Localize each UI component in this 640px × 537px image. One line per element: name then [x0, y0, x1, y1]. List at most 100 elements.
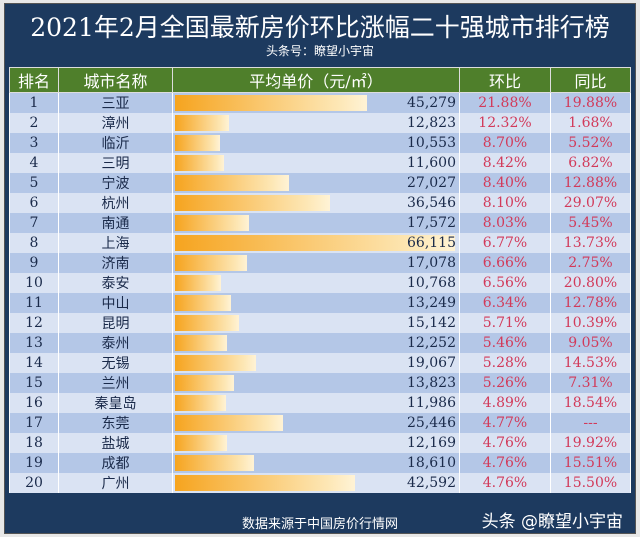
city-cell: 昆明 — [58, 313, 173, 333]
table-row: 8 上海 66,115 6.77% 13.73% — [9, 233, 631, 253]
price-bar — [175, 375, 234, 391]
rank-cell: 6 — [9, 193, 59, 213]
price-value: 13,249 — [407, 295, 456, 311]
rank-cell: 2 — [9, 113, 59, 133]
yoy-cell: 14.53% — [550, 353, 631, 373]
subtitle: 头条号：瞭望小宇宙 — [265, 44, 374, 58]
price-value: 25,446 — [407, 415, 456, 431]
price-value: 12,252 — [407, 335, 456, 351]
rank-cell: 9 — [9, 253, 59, 273]
yoy-cell: 19.88% — [550, 92, 631, 113]
table-row: 11 中山 13,249 6.34% 12.78% — [9, 293, 631, 313]
city-cell: 广州 — [58, 473, 173, 493]
frame: 2021年2月全国最新房价环比涨幅二十强城市排行榜 头条号：瞭望小宇宙 排名 城… — [4, 3, 636, 534]
mom-cell: 4.77% — [459, 413, 551, 433]
mom-cell: 5.28% — [459, 353, 551, 373]
price-bar — [175, 255, 248, 271]
city-cell: 临沂 — [58, 133, 173, 153]
yoy-cell: 20.80% — [550, 273, 631, 293]
price-cell: 17,572 — [172, 213, 460, 233]
price-cell: 10,553 — [172, 133, 460, 153]
price-bar — [175, 235, 455, 251]
price-bar — [175, 395, 226, 411]
mom-cell: 4.89% — [459, 393, 551, 413]
rank-cell: 17 — [9, 413, 59, 433]
price-value: 10,553 — [407, 135, 456, 151]
city-cell: 秦皇岛 — [58, 393, 173, 413]
mom-cell: 8.10% — [459, 193, 551, 213]
city-cell: 中山 — [58, 293, 173, 313]
table-row: 20 广州 42,592 4.76% 15.50% — [9, 473, 631, 493]
price-bar — [175, 295, 232, 311]
mom-cell: 8.42% — [459, 153, 551, 173]
price-bar — [175, 275, 221, 291]
table-row: 1 三亚 45,279 21.88% 19.88% — [9, 92, 631, 113]
yoy-cell: 12.88% — [550, 173, 631, 193]
yoy-cell: 9.05% — [550, 333, 631, 353]
price-value: 11,600 — [407, 155, 456, 171]
rank-cell: 15 — [9, 373, 59, 393]
price-cell: 17,078 — [172, 253, 460, 273]
yoy-cell: 19.92% — [550, 433, 631, 453]
city-cell: 成都 — [58, 453, 173, 473]
rank-cell: 4 — [9, 153, 59, 173]
yoy-cell: 1.68% — [550, 113, 631, 133]
header-mom: 环比 — [459, 67, 551, 93]
header-row: 排名 城市名称 平均单价（元/㎡） 环比 同比 — [9, 67, 631, 93]
mom-cell: 5.71% — [459, 313, 551, 333]
price-bar — [175, 475, 356, 491]
city-cell: 东莞 — [58, 413, 173, 433]
yoy-cell: 29.07% — [550, 193, 631, 213]
table-row: 9 济南 17,078 6.66% 2.75% — [9, 253, 631, 273]
footer: 数据来源于中国房价行情网 头条 @瞭望小宇宙 — [5, 507, 635, 533]
rank-cell: 7 — [9, 213, 59, 233]
header-yoy: 同比 — [550, 67, 631, 93]
price-cell: 13,823 — [172, 373, 460, 393]
header-rank: 排名 — [9, 67, 59, 93]
city-cell: 宁波 — [58, 173, 173, 193]
mom-cell: 5.46% — [459, 333, 551, 353]
table-row: 10 泰安 10,768 6.56% 20.80% — [9, 273, 631, 293]
yoy-cell: 10.39% — [550, 313, 631, 333]
table-row: 3 临沂 10,553 8.70% 5.52% — [9, 133, 631, 153]
rank-cell: 10 — [9, 273, 59, 293]
price-cell: 11,986 — [172, 393, 460, 413]
yoy-cell: 5.52% — [550, 133, 631, 153]
price-bar — [175, 355, 256, 371]
yoy-cell: 18.54% — [550, 393, 631, 413]
price-value: 42,592 — [407, 475, 456, 491]
yoy-cell: --- — [550, 413, 631, 433]
price-cell: 12,252 — [172, 333, 460, 353]
price-cell: 13,249 — [172, 293, 460, 313]
table-row: 13 泰州 12,252 5.46% 9.05% — [9, 333, 631, 353]
price-cell: 36,546 — [172, 193, 460, 213]
yoy-cell: 15.50% — [550, 473, 631, 493]
rank-cell: 8 — [9, 233, 59, 253]
mom-cell: 12.32% — [459, 113, 551, 133]
price-bar — [175, 455, 254, 471]
mom-cell: 6.56% — [459, 273, 551, 293]
price-cell: 25,446 — [172, 413, 460, 433]
price-value: 27,027 — [407, 175, 456, 191]
price-bar — [175, 95, 367, 111]
price-bar — [175, 335, 227, 351]
rank-cell: 16 — [9, 393, 59, 413]
yoy-cell: 13.73% — [550, 233, 631, 253]
price-cell: 15,142 — [172, 313, 460, 333]
price-cell: 19,067 — [172, 353, 460, 373]
price-cell: 11,600 — [172, 153, 460, 173]
city-cell: 无锡 — [58, 353, 173, 373]
price-bar — [175, 315, 240, 331]
header-price: 平均单价（元/㎡） — [172, 67, 460, 93]
table-row: 2 漳州 12,823 12.32% 1.68% — [9, 113, 631, 133]
price-cell: 42,592 — [172, 473, 460, 493]
price-bar — [175, 215, 250, 231]
price-cell: 12,823 — [172, 113, 460, 133]
table-row: 6 杭州 36,546 8.10% 29.07% — [9, 193, 631, 213]
price-cell: 12,169 — [172, 433, 460, 453]
price-bar — [175, 435, 227, 451]
table-row: 7 南通 17,572 8.03% 5.45% — [9, 213, 631, 233]
rank-cell: 19 — [9, 453, 59, 473]
mom-cell: 8.70% — [459, 133, 551, 153]
rank-cell: 3 — [9, 133, 59, 153]
